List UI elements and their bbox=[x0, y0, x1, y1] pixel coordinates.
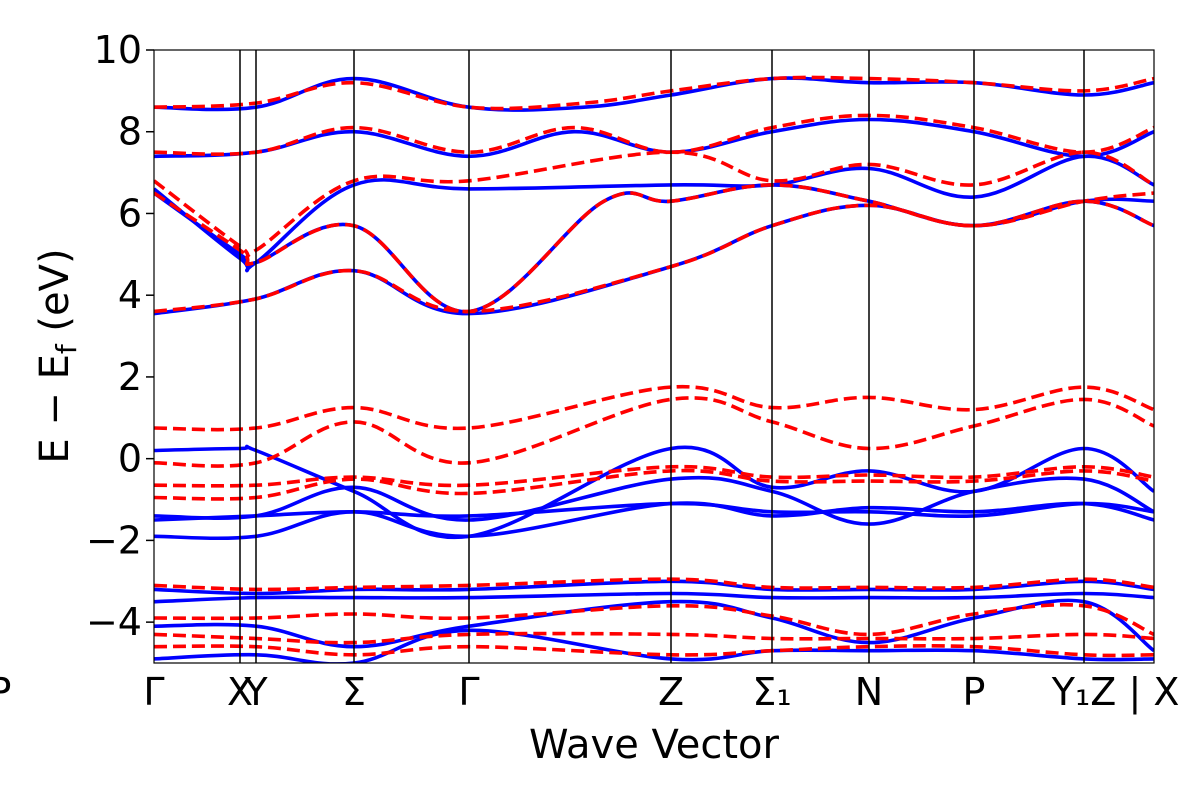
red-dashed-band-9 bbox=[154, 468, 1154, 501]
x-tick-label-11: | X bbox=[1129, 670, 1180, 715]
x-tick-label-2: X bbox=[227, 670, 253, 714]
x-tick-label-6: Z bbox=[658, 670, 684, 714]
x-tick-label-9: P bbox=[963, 670, 986, 714]
x-axis-ticks: Γ XY Σ Γ Z Σ₁ N P Y₁Z | X P bbox=[0, 670, 1179, 715]
blue-solid-band-11 bbox=[154, 591, 1154, 604]
y-tick-label-3: 0 bbox=[118, 437, 142, 481]
red-dashed-band-11 bbox=[154, 602, 1154, 637]
blue-solid-band-2 bbox=[154, 183, 1154, 314]
blue-solid-band-7 bbox=[154, 475, 1154, 526]
red-dashed-band-7 bbox=[154, 396, 1154, 468]
y-tick-label-4: 2 bbox=[118, 355, 142, 399]
high-symmetry-lines bbox=[239, 50, 1085, 663]
x-tick-label-5: Γ bbox=[458, 670, 479, 714]
red-dashed-band-8 bbox=[154, 464, 1154, 488]
band-lines bbox=[154, 75, 1154, 663]
y-tick-label-8: 10 bbox=[94, 28, 142, 72]
y-axis-label-main: E − E bbox=[32, 354, 78, 464]
red-dashed-band-13 bbox=[154, 644, 1154, 658]
red-dashed-band-6 bbox=[154, 384, 1154, 432]
x-tick-label-12: P bbox=[0, 670, 11, 714]
y-axis-label-subscript: f bbox=[50, 343, 83, 354]
red-dashed-band-3 bbox=[154, 150, 1154, 260]
x-tick-label-3: Y bbox=[243, 670, 268, 714]
red-dashed-band-10 bbox=[154, 577, 1154, 592]
y-tick-label-6: 6 bbox=[118, 191, 142, 235]
y-tick-label-2: −2 bbox=[86, 518, 142, 562]
blue-solid-band-10 bbox=[154, 579, 1154, 596]
x-axis-label: Wave Vector bbox=[529, 722, 780, 768]
red-dashed-band-12 bbox=[154, 631, 1154, 645]
y-tick-label-1: −4 bbox=[86, 600, 142, 644]
x-tick-label-7: Σ₁ bbox=[752, 670, 791, 714]
x-tick-label-8: N bbox=[855, 670, 883, 714]
y-axis-label-unit: (eV) bbox=[32, 248, 78, 344]
x-tick-label-10: Y₁Z bbox=[1051, 670, 1116, 714]
y-tick-label-5: 4 bbox=[118, 273, 142, 317]
red-dashed-band-2 bbox=[154, 183, 1154, 314]
blue-solid-band-9 bbox=[154, 501, 1154, 541]
x-tick-label-1: Γ bbox=[143, 670, 164, 714]
red-dashed-band-4 bbox=[154, 113, 1154, 156]
y-tick-label-7: 8 bbox=[118, 110, 142, 154]
y-axis-ticks: −4 −2 0 2 4 6 8 10 bbox=[86, 28, 154, 644]
blue-solid-band-13 bbox=[154, 628, 1154, 663]
plot-frame bbox=[153, 49, 1155, 664]
y-axis-label: E − Ef (eV) bbox=[32, 248, 83, 463]
x-tick-label-4: Σ bbox=[342, 670, 366, 714]
